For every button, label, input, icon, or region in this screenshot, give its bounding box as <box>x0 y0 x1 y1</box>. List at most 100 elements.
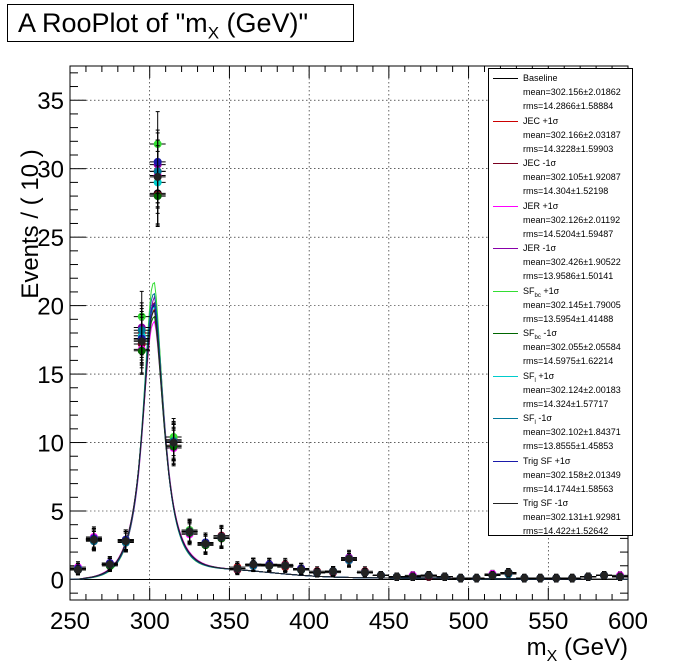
legend-mean: mean=302.126±2.01192 <box>489 213 632 227</box>
legend-stat-text: mean=302.105±1.92087 <box>523 172 621 182</box>
legend-rms: rms=14.3228±1.59903 <box>489 142 632 156</box>
data-point-10 <box>392 572 401 581</box>
legend-stat-text: rms=14.5975±1.62214 <box>523 356 614 366</box>
data-point-10 <box>73 565 82 574</box>
legend-entry: JEC +1σ <box>489 114 632 128</box>
data-point-10 <box>536 574 545 583</box>
legend-entry: Trig SF -1σ <box>489 496 632 510</box>
legend-rms: rms=14.304±1.52198 <box>489 184 632 198</box>
data-point-10 <box>281 561 290 570</box>
data-point-10 <box>201 539 210 548</box>
legend: Baseline mean=302.156±2.01862 rms=14.2866±… <box>488 68 633 536</box>
data-point-10 <box>584 572 593 581</box>
legend-mean: mean=302.166±2.03187 <box>489 128 632 142</box>
data-point-10 <box>153 172 162 181</box>
data-point-10 <box>488 571 497 580</box>
x-tick-label: 550 <box>528 608 568 635</box>
legend-entry: Baseline <box>489 71 632 85</box>
data-point-10 <box>169 438 178 447</box>
data-point-10 <box>616 572 625 581</box>
legend-entry: Trig SF +1σ <box>489 454 632 468</box>
legend-stat-text: mean=302.055±2.05584 <box>523 342 621 352</box>
legend-line <box>493 333 518 334</box>
legend-stat-text: mean=302.426±1.90522 <box>523 257 621 267</box>
data-point-10 <box>137 337 146 346</box>
legend-stat-text: mean=302.124±2.00183 <box>523 384 621 395</box>
legend-label: Trig SF +1σ <box>523 455 571 466</box>
legend-line <box>493 120 518 122</box>
x-tick-label: 500 <box>449 608 489 635</box>
legend-line <box>493 248 518 249</box>
y-tick-label: 20 <box>37 294 64 321</box>
data-point-10 <box>600 571 609 580</box>
legend-stat-text: rms=14.304±1.52198 <box>523 186 609 196</box>
legend-rms: rms=13.8555±1.45853 <box>489 439 632 453</box>
data-point-10 <box>233 564 242 573</box>
legend-mean: mean=302.131±1.92981 <box>489 510 632 524</box>
x-axis-label: mX (GeV) <box>527 634 628 665</box>
legend-stat-text: mean=302.102±1.84371 <box>523 427 621 437</box>
legend-line <box>493 290 518 292</box>
legend-rms: rms=13.5954±1.41488 <box>489 312 632 326</box>
data-point-10 <box>408 572 417 581</box>
legend-stat-text: mean=302.131±1.92981 <box>523 512 621 522</box>
data-point-10 <box>440 572 449 581</box>
y-tick-label: 0 <box>51 567 64 594</box>
legend-label: SFl -1σ <box>523 413 552 426</box>
legend-label: Baseline <box>523 73 558 83</box>
legend-entry: SFbc -1σ <box>489 326 632 341</box>
legend-stat-text: rms=13.9586±1.50141 <box>523 271 614 281</box>
x-tick-label: 450 <box>369 608 409 635</box>
legend-line <box>493 375 518 377</box>
legend-stat-text: mean=302.126±2.01192 <box>523 214 621 225</box>
data-point-10 <box>568 574 577 583</box>
y-tick-label: 25 <box>37 225 64 252</box>
legend-stat-text: rms=13.8555±1.45853 <box>523 441 614 451</box>
legend-mean: mean=302.055±2.05584 <box>489 340 632 354</box>
legend-rms: rms=14.5975±1.62214 <box>489 354 632 368</box>
legend-rms: rms=13.9586±1.50141 <box>489 269 632 283</box>
legend-mean: mean=302.156±2.01862 <box>489 85 632 99</box>
legend-entry: JER +1σ <box>489 199 632 213</box>
data-point-10 <box>265 561 274 570</box>
data-point-10 <box>345 554 353 563</box>
legend-label: SFbc +1σ <box>523 285 560 299</box>
y-tick-label: 30 <box>37 157 64 184</box>
fit-curve-10 <box>70 309 628 580</box>
legend-stat-text: mean=302.145±1.79005 <box>523 299 621 310</box>
legend-rms: rms=14.324±1.57717 <box>489 397 632 411</box>
legend-label: JER +1σ <box>523 200 559 211</box>
data-point-10 <box>313 568 322 577</box>
legend-line <box>493 460 518 462</box>
legend-rms: rms=14.422±1.52642 <box>489 524 632 538</box>
data-point-10 <box>504 568 513 577</box>
legend-entry: JER -1σ <box>489 241 632 255</box>
legend-stat-text: rms=14.3228±1.59903 <box>523 143 614 154</box>
legend-label: SFl +1σ <box>523 370 555 384</box>
data-point-10 <box>121 537 130 546</box>
legend-entry: JEC -1σ <box>489 156 632 170</box>
legend-line <box>493 503 518 504</box>
legend-label: Trig SF -1σ <box>523 498 569 508</box>
legend-stat-text: rms=13.5954±1.41488 <box>523 313 614 324</box>
data-point-10 <box>249 560 258 569</box>
data-point-10 <box>552 574 561 583</box>
legend-line <box>493 78 518 79</box>
legend-stat-text: mean=302.158±2.01349 <box>523 469 621 480</box>
data-point-10 <box>217 533 226 542</box>
x-tick-label: 400 <box>289 608 329 635</box>
x-tick-label: 300 <box>130 608 170 635</box>
y-tick-label: 15 <box>37 362 64 389</box>
legend-rms: rms=14.2866±1.58884 <box>489 99 632 113</box>
legend-entry: SFl -1σ <box>489 411 632 426</box>
legend-mean: mean=302.145±1.79005 <box>489 298 632 312</box>
chart-title: A RooPlot of "mX (GeV)" <box>7 4 354 42</box>
data-point-10 <box>329 567 338 576</box>
data-point-10 <box>105 560 114 569</box>
legend-rms: rms=14.5204±1.59487 <box>489 227 632 241</box>
legend-stat-text: rms=14.2866±1.58884 <box>523 101 614 111</box>
legend-stat-text: mean=302.166±2.03187 <box>523 129 621 140</box>
legend-mean: mean=302.102±1.84371 <box>489 425 632 439</box>
legend-line <box>493 205 518 207</box>
legend-mean: mean=302.124±2.00183 <box>489 383 632 397</box>
